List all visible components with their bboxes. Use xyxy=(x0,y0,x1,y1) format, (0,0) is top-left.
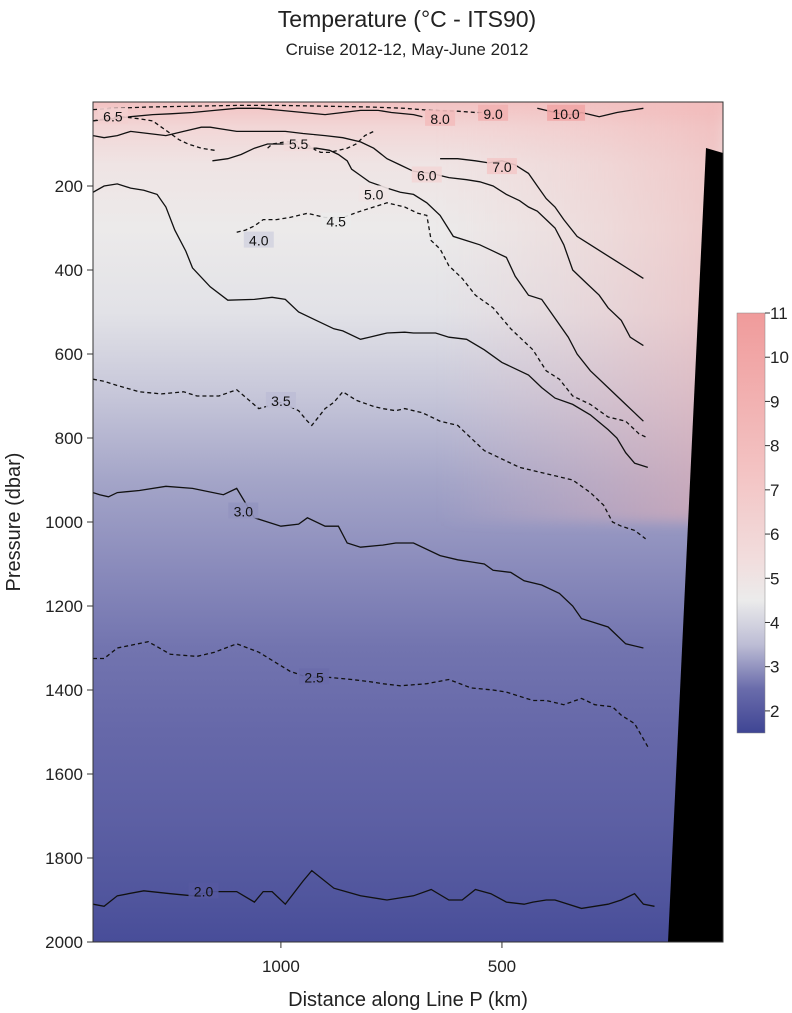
contour-label-bg xyxy=(478,104,509,121)
contour-6.0 xyxy=(93,126,644,347)
contour-labels: 2.0 2.5 3.0 3.5 4.0 4.5 5.0 5.5 6.0 6.5 7.0 8.0 9.0 1… xyxy=(97,104,586,900)
y-tick-label: 1400 xyxy=(45,681,83,700)
colorbar-tick-label: 2 xyxy=(770,702,779,721)
y-tick-label: 2000 xyxy=(45,933,83,952)
contour-label-6.0: 6.0 xyxy=(417,168,437,184)
contour-7.0 xyxy=(440,158,644,279)
contour-2.5 xyxy=(93,641,649,748)
contour-3.5 xyxy=(93,378,646,540)
y-tick-label: 400 xyxy=(55,261,83,280)
x-axis-title: Distance along Line P (km) xyxy=(288,989,528,1011)
y-axis: 200 400 600 800 1000 1200 1400 1600 1800 2000 xyxy=(45,177,93,952)
contour-label-bg xyxy=(547,104,586,121)
bathymetry-seafloor xyxy=(668,148,723,942)
contour-label-bg xyxy=(283,135,314,151)
contour-label-bg xyxy=(358,185,389,202)
contour-label-5.0: 5.0 xyxy=(364,186,384,202)
x-tick-label: 1000 xyxy=(262,957,300,976)
contour-label-bg xyxy=(299,668,330,685)
colorbar-tick-label: 7 xyxy=(770,481,779,500)
contour-label-8.0: 8.0 xyxy=(430,111,450,127)
colorbar-tick-label: 4 xyxy=(770,613,779,632)
colorbar-tick-label: 3 xyxy=(770,658,779,677)
x-axis: 1000 500 xyxy=(262,942,516,976)
contour-label-bg xyxy=(97,107,128,124)
field-warm-overlay xyxy=(93,102,723,522)
y-tick-label: 1600 xyxy=(45,765,83,784)
contour-label-bg xyxy=(243,231,274,248)
contour-label-bg xyxy=(411,166,442,183)
y-tick-label: 600 xyxy=(55,345,83,364)
colorbar-tick-label: 11 xyxy=(770,304,788,323)
y-tick-label: 1000 xyxy=(45,513,83,532)
contour-8.0 xyxy=(93,107,423,122)
contour-4.0 xyxy=(93,183,648,469)
chart-subtitle: Cruise 2012-12, May-June 2012 xyxy=(286,40,529,59)
contour-label-9.0: 9.0 xyxy=(483,106,503,122)
y-axis-title: Pressure (dbar) xyxy=(3,453,25,592)
colorbar: 2 3 4 5 6 7 8 9 10 11 xyxy=(736,304,789,734)
x-tick-label: 500 xyxy=(488,957,516,976)
contour-label-4.0: 4.0 xyxy=(249,233,269,249)
contour-label-5.5: 5.5 xyxy=(289,136,309,152)
colorbar-tick-label: 10 xyxy=(770,348,789,367)
contour-label-7.0: 7.0 xyxy=(492,159,512,175)
contour-label-2.5: 2.5 xyxy=(304,669,324,685)
y-tick-label: 1200 xyxy=(45,597,83,616)
chart-title: Temperature (°C - ITS90) xyxy=(278,6,536,32)
contour-3.0 xyxy=(93,485,644,649)
contour-label-bg xyxy=(321,212,352,229)
colorbar-ticks: 2 3 4 5 6 7 8 9 10 11 xyxy=(765,304,789,721)
colorbar-tick-label: 9 xyxy=(770,392,779,411)
colorbar-tick-label: 8 xyxy=(770,437,779,456)
y-tick-label: 1800 xyxy=(45,849,83,868)
contour-label-bg xyxy=(425,109,456,126)
y-tick-label: 800 xyxy=(55,429,83,448)
colorbar-gradient xyxy=(736,312,766,734)
contour-label-bg xyxy=(265,392,296,409)
colorbar-tick-label: 5 xyxy=(770,569,779,588)
contour-label-3.0: 3.0 xyxy=(234,504,254,520)
contour-label-bg xyxy=(228,502,259,519)
contour-label-bg xyxy=(486,158,517,175)
contour-label-10.0: 10.0 xyxy=(552,106,579,122)
colorbar-tick-label: 6 xyxy=(770,525,779,544)
contour-label-3.5: 3.5 xyxy=(271,393,291,409)
contour-label-4.5: 4.5 xyxy=(326,214,346,230)
contour-5.5 xyxy=(267,130,374,154)
contour-label-6.5: 6.5 xyxy=(103,109,123,125)
contour-label-bg xyxy=(188,882,219,899)
contour-9.0 xyxy=(93,104,485,114)
y-tick-label: 200 xyxy=(55,177,83,196)
contour-label-2.0: 2.0 xyxy=(194,884,214,900)
plot-area: 2.0 2.5 3.0 3.5 4.0 4.5 5.0 5.5 6.0 6.5 7.0 8.0 9.0 1… xyxy=(93,102,723,942)
